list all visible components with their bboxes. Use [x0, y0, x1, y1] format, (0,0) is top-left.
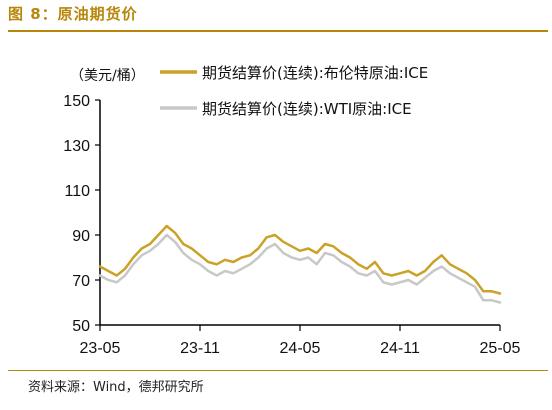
y-tick-label: 50: [72, 318, 90, 335]
x-tick-label: 24-05: [280, 340, 321, 357]
chart-axes: 50 70 90 110 130 150 23-05 23-11 24-05 24-11 25-05: [63, 93, 520, 357]
x-tick-label: 25-05: [480, 340, 521, 357]
y-tick-label: 70: [72, 273, 90, 290]
source-note: 资料来源：Wind，德邦研究所: [28, 380, 204, 395]
legend-item-wti: 期货结算价(连续):WTI原油:ICE: [160, 100, 412, 118]
y-tick-label: 90: [72, 228, 90, 245]
x-tick-label: 23-05: [80, 340, 121, 357]
x-tick-label: 23-11: [180, 340, 220, 357]
y-tick-label: 130: [63, 138, 90, 155]
y-axis-unit-label: （美元/桶）: [70, 68, 145, 84]
legend-label: 期货结算价(连续):WTI原油:ICE: [202, 100, 412, 118]
y-tick-label: 150: [63, 93, 90, 110]
figure-title: 图 8：原油期货价: [8, 5, 138, 23]
y-tick-label: 110: [64, 183, 90, 200]
series-line-brent: [98, 224, 502, 295]
legend-item-brent: 期货结算价(连续):布伦特原油:ICE: [160, 64, 428, 82]
source-divider: [8, 370, 548, 371]
series-line-wti: [98, 233, 502, 304]
legend-label: 期货结算价(连续):布伦特原油:ICE: [202, 64, 428, 82]
series-layer: [98, 224, 502, 304]
line-chart: 50 70 90 110 130 150 23-05 23-11 24-05 24-11 25-05…: [63, 64, 520, 357]
legend: 期货结算价(连续):布伦特原油:ICE 期货结算价(连续):WTI原油:ICE: [160, 64, 428, 118]
title-divider: [8, 30, 548, 32]
x-tick-label: 24-11: [380, 340, 420, 357]
